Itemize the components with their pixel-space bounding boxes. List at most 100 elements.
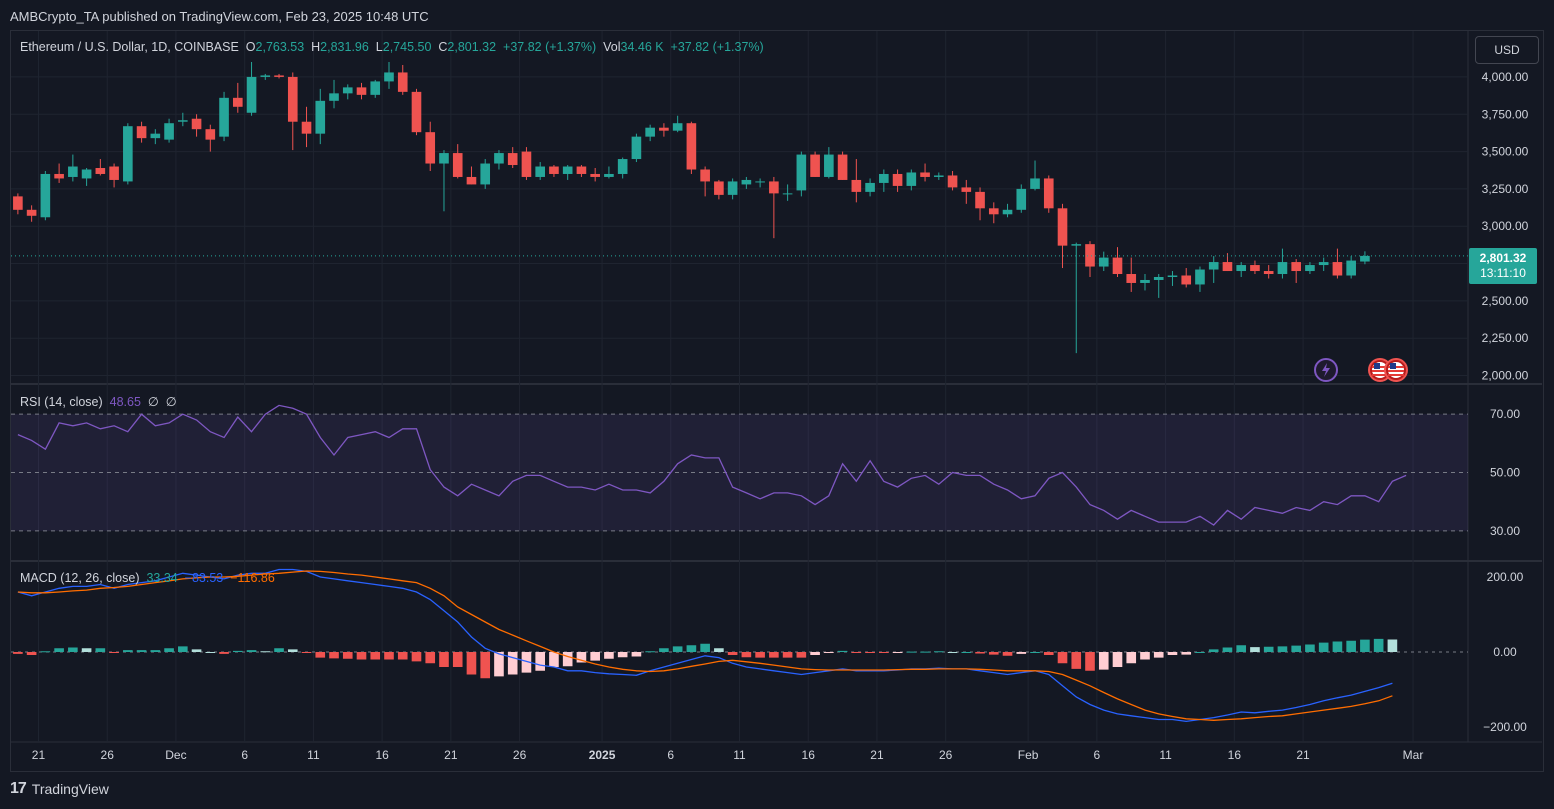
chart-frame[interactable] xyxy=(10,30,1544,772)
price-tick-label: 2,000.00 xyxy=(1482,369,1529,383)
candle-body xyxy=(466,176,477,185)
time-tick-label: 6 xyxy=(667,748,674,762)
candle-body xyxy=(40,173,51,218)
time-tick-label: Feb xyxy=(1018,748,1039,762)
candle-body xyxy=(136,126,147,139)
candle-body xyxy=(287,76,298,122)
macd-histogram-bar xyxy=(95,648,106,652)
macd-histogram-bar xyxy=(425,652,436,664)
macd-tick-label: −200.00 xyxy=(1483,720,1527,734)
macd-histogram-bar xyxy=(1373,638,1384,652)
candle-body xyxy=(824,154,834,177)
candle-body xyxy=(260,75,271,77)
candle-body xyxy=(755,181,765,183)
macd-histogram-bar xyxy=(672,646,683,652)
last-price-tag: 2,801.32 13:11:10 xyxy=(1469,248,1537,284)
price-tick-label: 3,250.00 xyxy=(1482,182,1529,196)
candle-body xyxy=(879,173,889,183)
candle-body xyxy=(384,72,394,82)
price-tick-label: 3,500.00 xyxy=(1482,145,1529,159)
candle-body xyxy=(1112,257,1123,275)
candle-body xyxy=(920,172,930,177)
candle-body xyxy=(1263,271,1274,275)
tradingview-footer[interactable]: 17 TradingView xyxy=(10,780,109,798)
candle-body xyxy=(659,127,669,131)
candle-body xyxy=(906,172,917,186)
currency-button[interactable]: USD xyxy=(1475,36,1539,64)
macd-histogram-bar xyxy=(1085,652,1095,671)
candle-body xyxy=(1181,275,1192,285)
macd-histogram-bar xyxy=(590,652,600,661)
candle-body xyxy=(741,179,752,185)
candle-body xyxy=(576,166,587,174)
last-price: 2,801.32 xyxy=(1479,251,1527,265)
macd-histogram-bar xyxy=(549,652,559,667)
macd-histogram-bar xyxy=(494,652,504,677)
candle-body xyxy=(411,91,422,133)
candle-body xyxy=(892,173,903,186)
symbol-header: Ethereum / U.S. Dollar, 1D, COINBASE O2,… xyxy=(20,40,764,54)
rsi-value: 48.65 xyxy=(109,395,141,409)
candle-body xyxy=(109,166,119,180)
publisher-line: AMBCrypto_TA published on TradingView.co… xyxy=(10,9,429,24)
us-flag-event-icon-2[interactable] xyxy=(1384,358,1408,382)
candle-body xyxy=(645,127,655,137)
macd-histogram-bar xyxy=(1043,652,1054,655)
rsi-label[interactable]: RSI (14, close) xyxy=(20,395,103,409)
candle-body xyxy=(686,123,697,170)
macd-histogram-bar xyxy=(191,649,202,652)
candle-body xyxy=(1002,209,1013,215)
price-tick-label: 2,250.00 xyxy=(1482,331,1529,345)
candle-body xyxy=(1140,279,1150,283)
candle-body xyxy=(150,133,161,139)
macd-tick-label: 0.00 xyxy=(1493,645,1517,659)
macd-histogram-bar xyxy=(1112,652,1123,667)
bar-countdown: 13:11:10 xyxy=(1480,266,1526,280)
candle-body xyxy=(1332,262,1343,276)
macd-label[interactable]: MACD (12, 26, close) xyxy=(20,571,140,585)
macd-histogram-bar xyxy=(865,652,875,653)
candle-body xyxy=(1071,244,1082,246)
macd-histogram-bar xyxy=(631,652,642,657)
macd-histogram-bar xyxy=(988,652,999,655)
candle-body xyxy=(988,208,999,215)
symbol-name[interactable]: Ethereum / U.S. Dollar, 1D, COINBASE xyxy=(20,40,239,54)
time-tick-label: 11 xyxy=(733,748,746,762)
candle-body xyxy=(191,118,202,130)
macd-histogram-bar xyxy=(507,652,518,675)
price-tick-label: 2,500.00 xyxy=(1482,294,1529,308)
macd-histogram-bar xyxy=(1277,646,1288,652)
volume-value: 34.46 K xyxy=(620,40,664,54)
macd-histogram-bar xyxy=(452,652,463,667)
candle-body xyxy=(26,209,37,216)
candle-body xyxy=(1346,260,1356,276)
low-label: L xyxy=(375,40,383,54)
candle-body xyxy=(672,123,683,131)
macd-histogram-bar xyxy=(1346,640,1356,652)
macd-histogram-bar xyxy=(301,652,312,653)
macd-histogram-bar xyxy=(975,652,985,654)
macd-histogram-bar xyxy=(920,651,930,653)
macd-histogram-bar xyxy=(659,648,669,652)
change-value: +37.82 (+1.37%) xyxy=(503,40,597,54)
candle-body xyxy=(700,169,710,182)
macd-histogram-bar xyxy=(1263,646,1274,652)
macd-histogram-bar xyxy=(1153,652,1164,658)
price-tick-label: 3,750.00 xyxy=(1482,107,1529,121)
rsi-tick-label: 50.00 xyxy=(1490,466,1520,480)
macd-histogram-bar xyxy=(906,651,917,653)
candle-body xyxy=(1195,269,1205,285)
time-tick-label: 26 xyxy=(513,748,527,762)
macd-histogram-bar xyxy=(150,650,161,652)
macd-histogram-bar xyxy=(961,652,972,653)
lightning-event-icon[interactable] xyxy=(1314,358,1338,382)
close-value: 2,801.32 xyxy=(447,40,497,54)
macd-hist-value: 33.34 xyxy=(146,571,178,585)
candle-body xyxy=(521,151,532,177)
macd-histogram-bar xyxy=(645,651,655,653)
rsi-tick-label: 30.00 xyxy=(1490,524,1520,538)
time-tick-label: 21 xyxy=(870,748,884,762)
macd-histogram-bar xyxy=(1126,652,1137,664)
macd-histogram-bar xyxy=(411,652,422,662)
